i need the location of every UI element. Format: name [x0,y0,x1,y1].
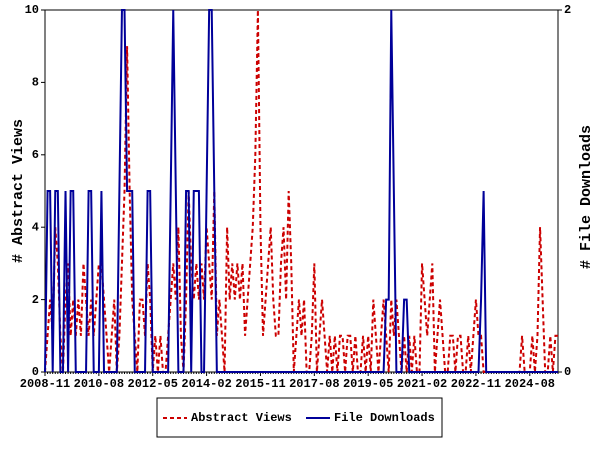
x-tick-label: 2022-11 [451,377,501,391]
y-tick-label: 8 [32,76,39,90]
x-tick-label: 2010-08 [74,377,124,391]
x-tick-label: 2017-08 [289,377,339,391]
x-tick-label: 2021-02 [397,377,447,391]
legend-label: File Downloads [334,411,435,425]
x-tick-label: 2019-05 [343,377,393,391]
y-tick-label: 10 [25,3,39,17]
x-tick-label: 2024-08 [505,377,555,391]
legend-label: Abstract Views [191,411,292,425]
series-line [44,9,558,373]
y2-tick-label: 2 [564,3,571,17]
y-tick-label: 2 [32,293,39,307]
x-tick-label: 2014-02 [181,377,231,391]
y-axis-label: # Abstract Views [10,119,27,263]
legend-box [156,397,443,438]
y-tick-label: 0 [32,365,39,379]
y2-axis-label: # File Downloads [578,125,595,269]
x-tick-label: 2008-11 [20,377,70,391]
x-tick-label: 2012-05 [128,377,178,391]
y2-tick-label: 0 [564,365,571,379]
y-tick-label: 6 [32,148,39,162]
y-tick-label: 4 [32,220,39,234]
x-tick-label: 2015-11 [235,377,285,391]
